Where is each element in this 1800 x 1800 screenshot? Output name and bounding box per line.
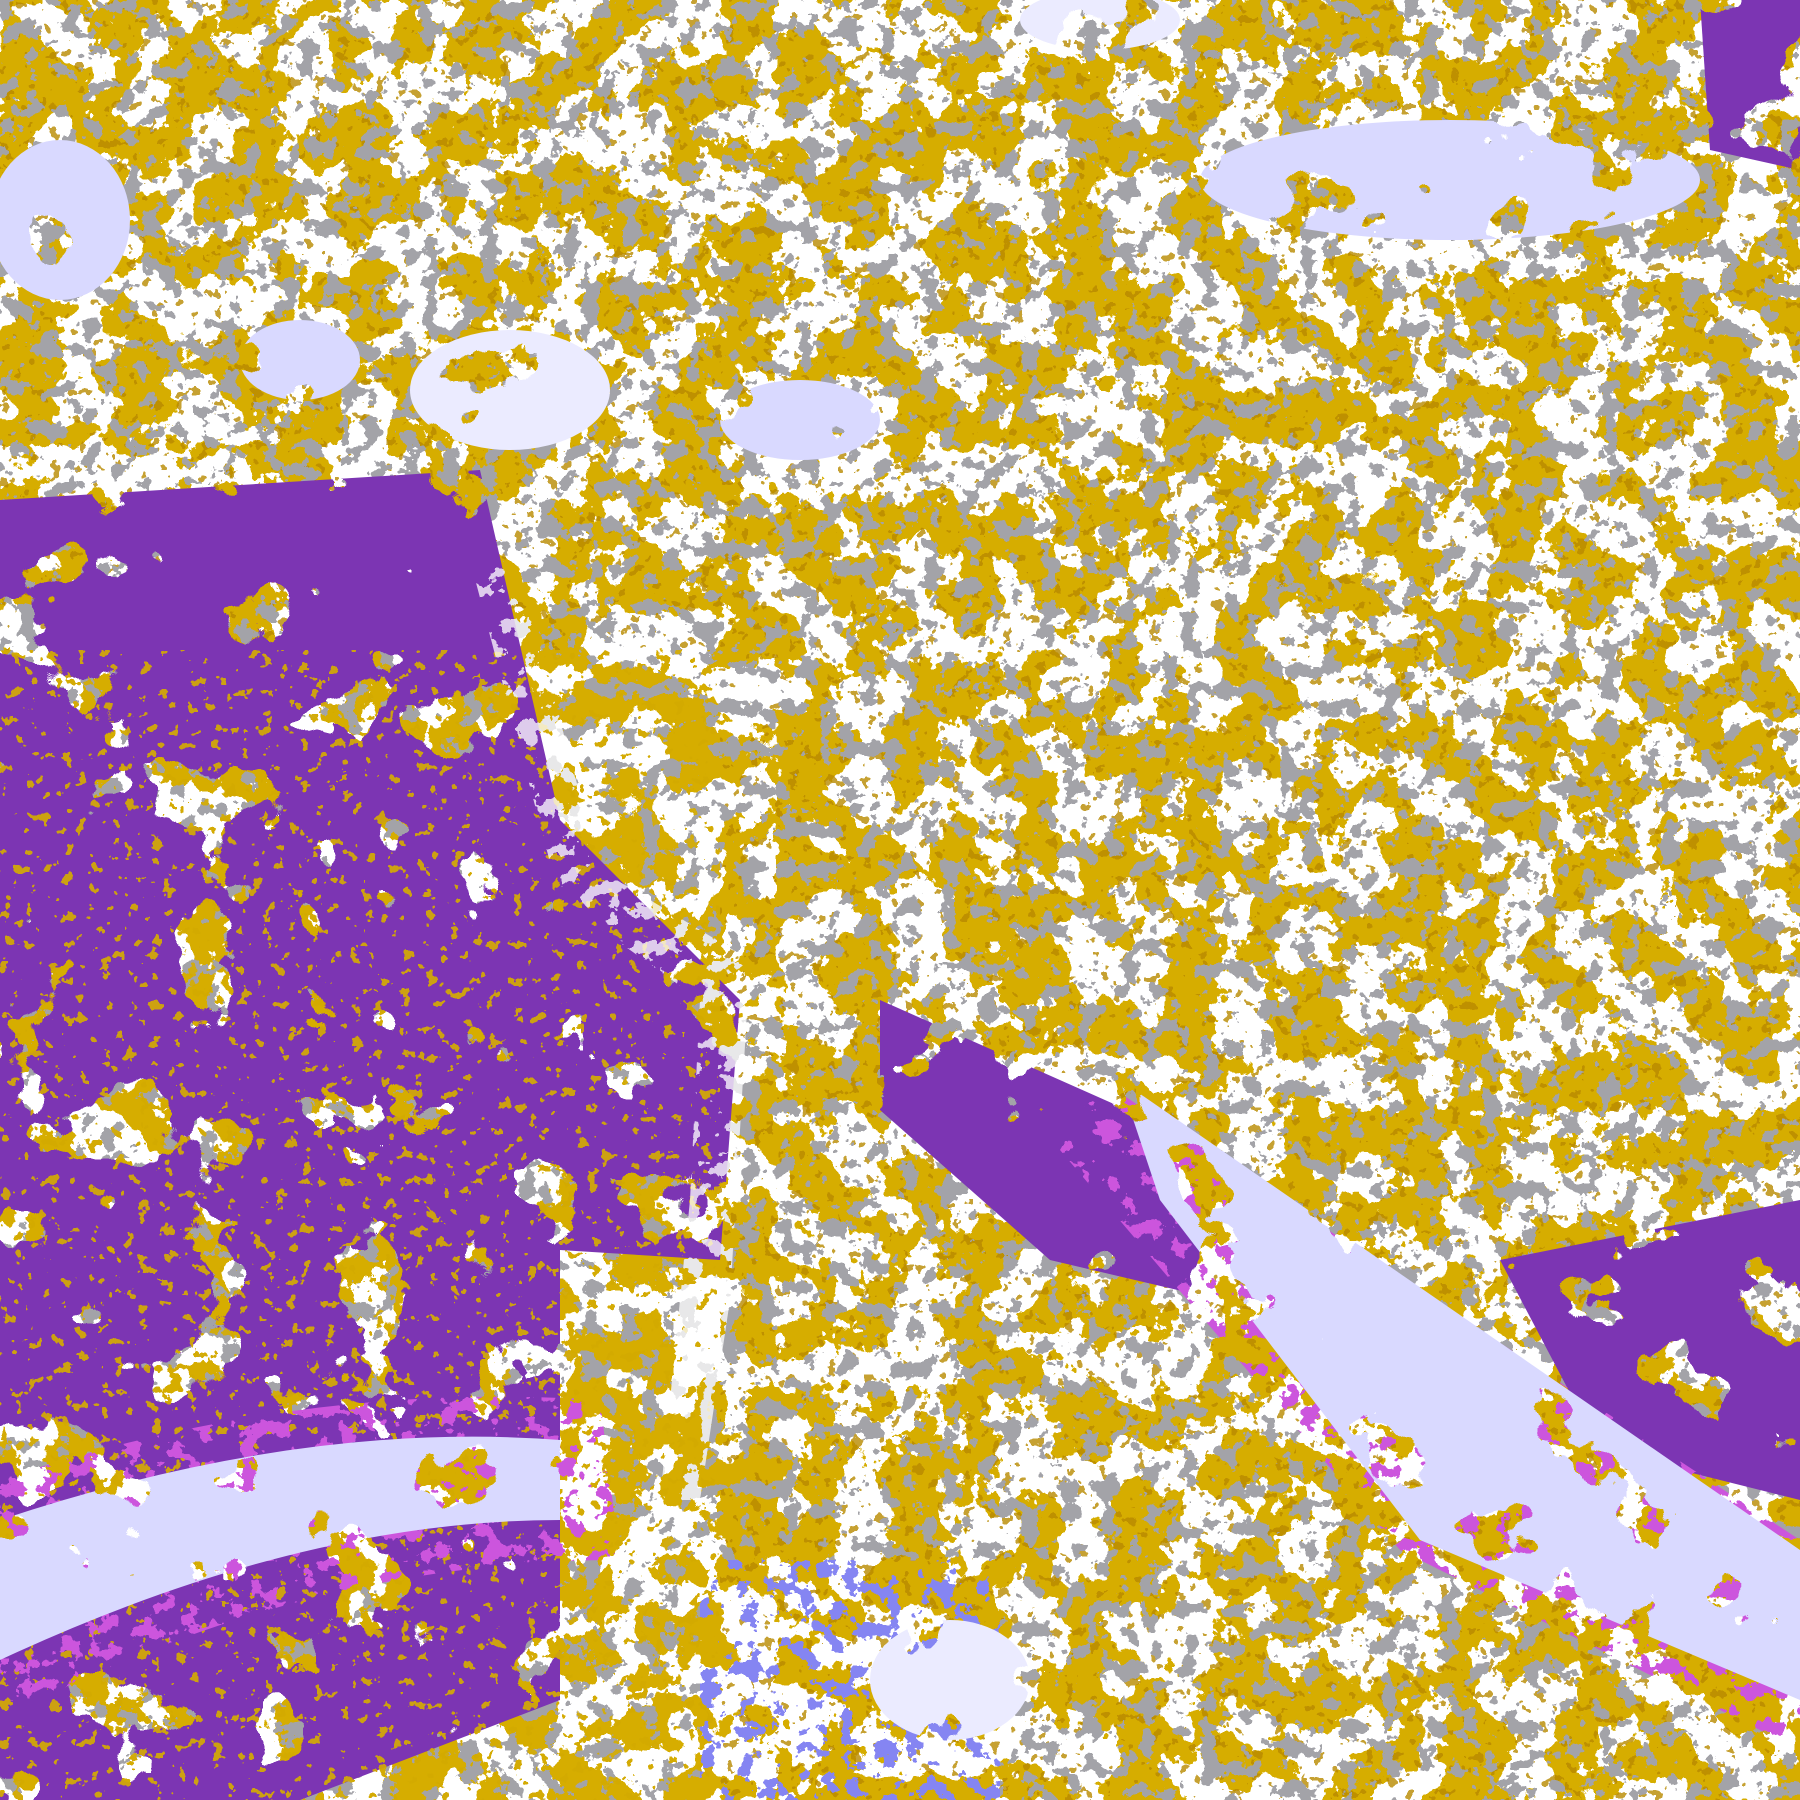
coastline-white-strip (470, 560, 750, 1500)
